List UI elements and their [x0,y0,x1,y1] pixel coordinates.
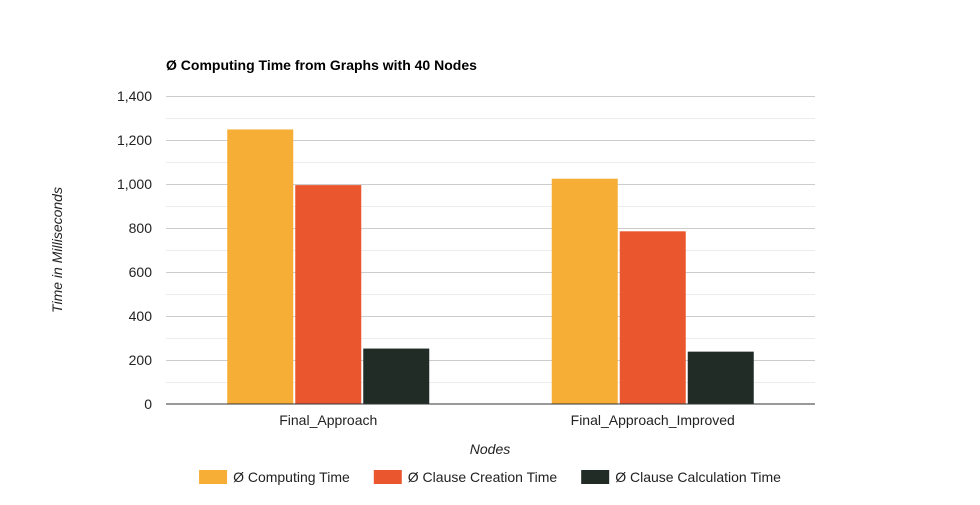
y-tick-label: 800 [129,220,153,236]
legend: Ø Computing Time Ø Clause Creation Time Ø … [199,469,781,485]
y-tick-label: 1,000 [117,176,152,192]
legend-swatch [373,470,402,484]
x-tick-label: Final_Approach [279,412,377,428]
bar [551,178,618,404]
bar [295,185,362,404]
bar [227,129,294,404]
bars [227,129,754,404]
chart-title: Ø Computing Time from Graphs with 40 Nod… [166,57,477,73]
x-tick-label: Final_Approach_Improved [571,412,735,428]
x-axis-ticks: Final_Approach Final_Approach_Improved [279,412,735,428]
y-tick-label: 1,400 [117,88,152,104]
y-tick-label: 600 [129,264,153,280]
y-tick-label: 200 [129,352,153,368]
y-tick-label: 0 [144,396,152,412]
bar [363,348,430,404]
bar [687,351,754,404]
legend-label: Ø Computing Time [233,469,350,485]
bar [619,231,686,404]
legend-label: Ø Clause Calculation Time [615,469,781,485]
y-tick-label: 400 [129,308,153,324]
x-axis-title: Nodes [470,441,510,457]
y-axis-ticks: 0 200 400 600 800 1,000 1,200 1,400 [117,88,152,412]
y-tick-label: 1,200 [117,132,152,148]
legend-swatch [581,470,610,484]
legend-label: Ø Clause Creation Time [408,469,558,485]
legend-swatch [199,470,228,484]
y-axis-title: Time in Milliseconds [49,187,65,313]
